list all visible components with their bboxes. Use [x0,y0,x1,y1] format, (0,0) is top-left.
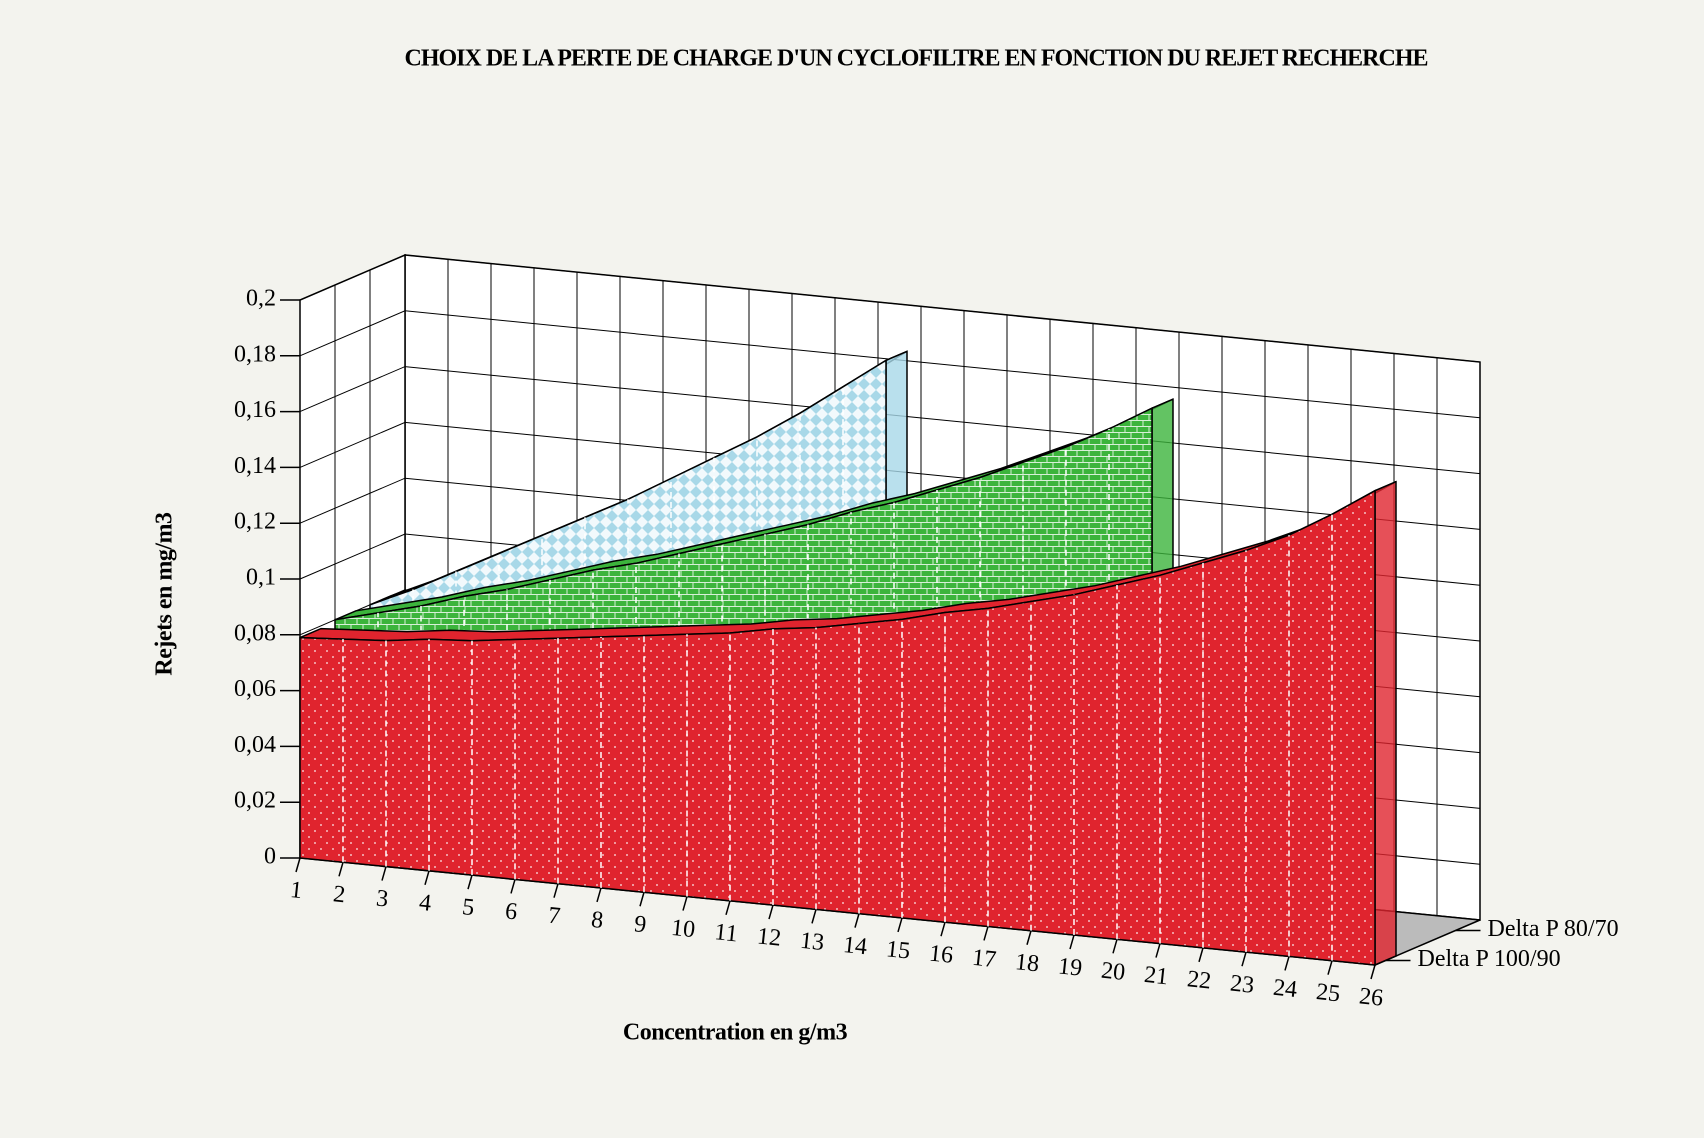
area-end [1374,480,1397,967]
y-tick-label: 0,02 [234,788,276,814]
x-tick-label: 18 [1014,949,1041,977]
x-tick-label: 2 [332,881,347,908]
x-tick-mark [1327,960,1333,975]
x-tick-mark [553,883,559,898]
x-tick-label: 15 [885,936,912,964]
y-tick-label: 0 [264,844,276,870]
x-tick-mark [940,921,946,937]
x-tick-mark [1155,943,1161,958]
y-tick-label: 0,08 [234,620,276,646]
x-tick-mark [983,926,989,941]
x-tick-mark [1112,939,1118,954]
x-tick-mark [897,917,903,933]
x-tick-label: 1 [289,877,304,904]
x-tick-label: 16 [928,941,955,969]
series-label: Delta P 100/90 [1418,946,1561,972]
y-tick-label: 0,06 [234,676,276,702]
x-tick-label: 3 [375,886,390,913]
x-tick-mark [768,904,774,920]
y-tick-label: 0,04 [234,732,276,758]
x-tick-mark [1370,964,1376,980]
x-tick-mark [467,874,473,890]
x-tick-label: 22 [1186,966,1213,994]
x-tick-mark [338,862,344,877]
x-tick-label: 9 [633,911,648,938]
x-tick-mark [295,857,301,873]
y-axis-title: Rejets en mg/m3 [152,512,178,676]
y-tick-label: 0,12 [234,509,276,535]
x-tick-mark [811,909,817,924]
y-tick-label: 0,2 [246,286,276,312]
x-tick-mark [725,900,731,916]
x-tick-label: 20 [1100,958,1127,986]
y-tick-label: 0,14 [234,453,276,479]
x-tick-label: 5 [461,894,476,921]
x-tick-mark [854,913,860,928]
x-tick-label: 24 [1272,975,1299,1003]
chart-title: CHOIX DE LA PERTE DE CHARGE D'UN CYCLOFI… [405,46,1428,72]
series-label: Delta P 80/70 [1488,916,1619,942]
x-tick-mark [510,879,516,894]
x-tick-label: 13 [799,928,826,956]
x-tick-label: 8 [590,907,605,934]
x-tick-mark [596,887,602,903]
x-tick-mark [1284,956,1290,971]
x-tick-label: 21 [1143,962,1170,990]
x-tick-mark [682,896,688,911]
x-axis-title: Concentration en g/m3 [623,1020,848,1046]
x-tick-mark [1026,930,1032,945]
x-tick-label: 6 [504,898,519,925]
y-tick-label: 0,1 [246,565,276,591]
x-tick-label: 23 [1229,970,1256,998]
x-tick-mark [1069,934,1075,950]
x-tick-label: 17 [971,945,998,973]
x-tick-mark [639,892,645,907]
grid-line [299,310,1481,419]
x-tick-mark [424,870,430,886]
x-tick-label: 25 [1315,979,1342,1007]
y-tick-label: 0,16 [234,397,276,423]
x-tick-mark [381,866,387,881]
x-tick-label: 10 [670,915,697,943]
y-tick-label: 0,18 [234,341,276,367]
x-tick-label: 19 [1057,953,1084,981]
x-tick-mark [1241,951,1247,967]
x-tick-label: 14 [842,932,869,960]
x-tick-label: 26 [1358,983,1385,1011]
x-tick-mark [1198,947,1204,963]
x-tick-label: 4 [418,890,433,917]
x-tick-label: 12 [756,923,783,951]
x-tick-label: 7 [547,903,562,930]
grid-line [299,254,1481,363]
x-tick-label: 11 [713,919,739,947]
area [299,489,1376,966]
